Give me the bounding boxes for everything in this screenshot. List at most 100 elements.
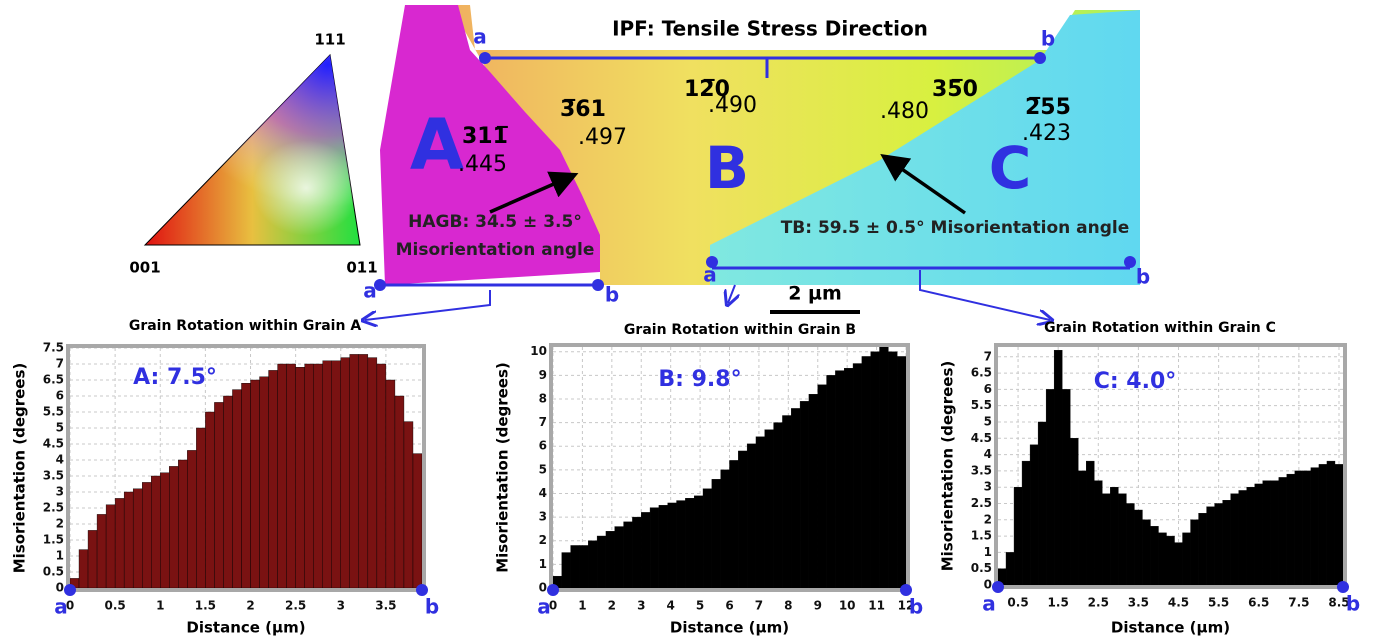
x-axis-label: Distance (µm) [1111,619,1230,637]
bar [1286,473,1296,586]
grain-letter: A [410,104,464,186]
y-tick-label: 5.5 [971,398,992,412]
boundary-label: TB: 59.5 ± 0.5° Misorientation angle [781,218,1130,238]
bar [605,531,615,589]
bar [1045,389,1055,586]
scale-bar-label: 2 µm [788,283,842,305]
boundary-label: Misorientation angle [396,240,595,260]
bar [349,354,360,589]
bar [632,516,642,589]
y-tick-label: 0 [539,581,547,595]
bar [579,545,589,589]
bar [178,459,188,589]
y-tick-label: 5 [539,462,547,476]
line-end: b [1346,592,1360,616]
y-tick-label: 0 [984,578,992,592]
bar [1174,542,1183,586]
y-tick-label: 1 [56,549,64,563]
bar [1166,535,1175,586]
line-end: a [363,279,377,303]
x-tick-label: 0.5 [104,599,125,613]
line-end: b [909,595,923,619]
bar [1246,486,1255,586]
x-tick-label: 4 [666,599,674,613]
y-axis-label: Misorientation (degrees) [494,362,512,573]
y-tick-label: 1 [539,557,547,571]
orientation-value: .497 [578,125,627,150]
x-tick-label: 5.5 [1208,596,1229,610]
plot-frame [994,343,1347,589]
bar [676,500,686,589]
x-tick-label: 2 [246,599,254,613]
bar [667,502,677,589]
bar [896,356,907,589]
bar [1037,421,1047,586]
bar [340,357,350,589]
y-tick-label: 3 [56,485,64,499]
bar [888,351,898,589]
line-end-dot [900,584,912,596]
y-tick-label: 6.5 [43,373,64,387]
bar [1182,532,1191,586]
bar [1053,350,1063,586]
bar [403,421,414,589]
bar [304,363,314,589]
bar [588,540,598,589]
x-tick-label: 1.5 [1048,596,1069,610]
y-tick-label: 6 [56,389,64,403]
bar [870,351,880,589]
line-end: a [537,595,551,619]
y-tick-label: 2 [984,512,992,526]
x-tick-label: 1 [156,599,164,613]
x-tick-label: 4.5 [1168,596,1189,610]
bar [1029,444,1039,586]
bar [1013,486,1023,586]
bar [295,367,305,589]
bar [1142,519,1151,586]
bar [205,411,215,589]
bar [322,360,332,589]
x-tick-label: 3 [337,599,345,613]
bar [685,498,695,589]
x-tick-label: 6.5 [1248,596,1269,610]
bar [614,526,624,589]
x-axis-label: Distance (µm) [670,619,789,637]
line-end-dot [416,584,428,596]
bar [376,363,387,589]
bar [250,379,260,589]
bar [755,436,765,589]
x-tick-label: 7.5 [1288,596,1309,610]
line-end-dot [992,581,1004,593]
y-tick-label: 8 [539,391,547,405]
x-tick-label: 0 [66,599,74,613]
y-tick-label: 7.5 [43,341,64,355]
bar [1302,470,1312,586]
chart-title: Grain Rotation within Grain C [1044,320,1276,336]
bar [658,505,668,589]
bar [623,521,633,589]
bar [1270,480,1280,586]
annotation: B: 9.8° [658,367,741,392]
boundary-label: HAGB: 34.5 ± 3.5° [408,212,582,232]
x-tick-label: 3.5 [1128,596,1149,610]
bar [1334,464,1344,586]
grain-letter: B [705,134,749,202]
y-tick-label: 3.5 [971,463,992,477]
triangle-label: 111 [314,31,345,49]
line-end-dot [1337,581,1349,593]
bar [385,379,396,589]
bar [151,475,161,589]
bar [808,394,818,589]
plot-frame [66,344,426,592]
y-tick-label: 7 [539,415,547,429]
bar [394,395,405,589]
y-tick-label: 0 [56,581,64,595]
bar [268,370,278,589]
bar [132,488,143,589]
bar [196,427,206,589]
y-tick-label: 3.5 [43,469,64,483]
orientation-value: .480 [880,99,929,124]
bar [852,363,863,589]
y-tick-label: 5 [984,414,992,428]
